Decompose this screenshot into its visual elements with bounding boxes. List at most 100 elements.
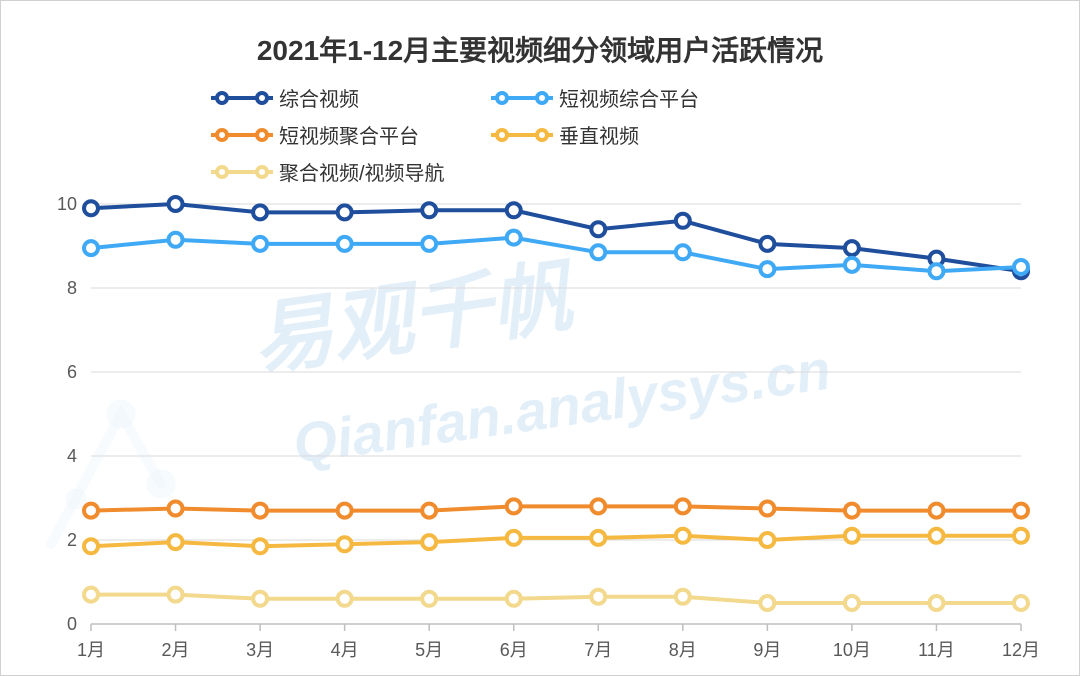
series-marker-2: [591, 499, 605, 513]
series-marker-0: [591, 222, 605, 236]
series-marker-3: [845, 529, 859, 543]
series-marker-3: [760, 533, 774, 547]
series-marker-4: [507, 592, 521, 606]
x-tick-label: 3月: [246, 640, 274, 660]
x-tick-label: 4月: [331, 640, 359, 660]
legend-marker-icon: [491, 87, 553, 109]
series-marker-0: [507, 203, 521, 217]
chart-title: 2021年1-12月主要视频细分领域用户活跃情况: [31, 29, 1049, 69]
series-marker-2: [676, 499, 690, 513]
series-marker-0: [676, 214, 690, 228]
series-line-4: [91, 595, 1021, 603]
series-marker-3: [929, 529, 943, 543]
legend-marker-icon: [211, 161, 273, 183]
legend-marker-icon: [491, 124, 553, 146]
series-marker-3: [1014, 529, 1028, 543]
x-tick-label: 11月: [918, 640, 955, 660]
x-tick-label: 9月: [753, 640, 781, 660]
plot-svg: 0 2 4 6 8 10 1月 2月 3月 4月 5月 6月 7月 8月 9月 10月 11月 12月: [31, 194, 1051, 674]
series-marker-1: [507, 231, 521, 245]
series-marker-0: [169, 197, 183, 211]
series-marker-2: [253, 504, 267, 518]
chart-container: 2021年1-12月主要视频细分领域用户活跃情况 综合视频 短视频综合平台短视频聚…: [0, 0, 1080, 676]
legend-item-4: 聚合视频/视频导航: [211, 157, 491, 186]
series-marker-4: [84, 588, 98, 602]
x-tick-label: 5月: [415, 640, 443, 660]
series-marker-1: [929, 264, 943, 278]
legend-label: 聚合视频/视频导航: [279, 157, 445, 186]
series-marker-4: [253, 592, 267, 606]
series-marker-3: [591, 531, 605, 545]
series-marker-2: [338, 504, 352, 518]
series-marker-4: [760, 596, 774, 610]
series-marker-0: [338, 205, 352, 219]
series-marker-4: [676, 590, 690, 604]
series-marker-2: [845, 504, 859, 518]
series-marker-0: [84, 201, 98, 215]
series-marker-1: [253, 237, 267, 251]
x-tick-label: 6月: [500, 640, 528, 660]
series-marker-0: [253, 205, 267, 219]
plot-area: 易观千帆 Qianfan.analysys.cn 02468101月2月3月4月…: [31, 194, 1049, 674]
series-line-1: [91, 238, 1021, 272]
x-tick-label: 8月: [669, 640, 697, 660]
series-marker-2: [760, 502, 774, 516]
series-marker-2: [169, 502, 183, 516]
series-marker-4: [929, 596, 943, 610]
series-marker-4: [591, 590, 605, 604]
series-marker-2: [84, 504, 98, 518]
series-marker-3: [676, 529, 690, 543]
series-marker-3: [84, 539, 98, 553]
y-tick-label: 4: [67, 446, 77, 466]
y-tick-label: 2: [67, 530, 77, 550]
y-tick-label: 10: [57, 194, 77, 214]
series-marker-2: [1014, 504, 1028, 518]
series-marker-2: [929, 504, 943, 518]
x-tick-label: 1月: [77, 640, 105, 660]
series-marker-3: [507, 531, 521, 545]
y-tick-label: 0: [67, 614, 77, 634]
series-marker-3: [253, 539, 267, 553]
series-marker-2: [507, 499, 521, 513]
legend-marker-icon: [211, 124, 273, 146]
series-marker-1: [1014, 260, 1028, 274]
series-marker-3: [422, 535, 436, 549]
series-line-0: [91, 204, 1021, 271]
series-marker-1: [760, 262, 774, 276]
series-marker-0: [845, 241, 859, 255]
series-marker-1: [84, 241, 98, 255]
x-tick-label: 12月: [1002, 640, 1040, 660]
legend: 综合视频 短视频综合平台短视频聚合平台 垂直视频聚合视频/视频导航: [31, 83, 1049, 186]
legend-item-0: 综合视频: [211, 83, 491, 112]
series-marker-2: [422, 504, 436, 518]
series-marker-1: [845, 258, 859, 272]
x-tick-label: 10月: [833, 640, 871, 660]
series-marker-3: [338, 537, 352, 551]
series-marker-1: [591, 245, 605, 259]
legend-item-2: 短视频聚合平台: [211, 120, 491, 149]
x-tick-label: 2月: [162, 640, 190, 660]
series-marker-4: [169, 588, 183, 602]
series-marker-4: [845, 596, 859, 610]
series-marker-1: [169, 233, 183, 247]
x-tick-label: 7月: [584, 640, 612, 660]
legend-item-3: 垂直视频: [491, 120, 771, 149]
series-marker-1: [338, 237, 352, 251]
series-line-3: [91, 536, 1021, 547]
series-marker-0: [422, 203, 436, 217]
legend-label: 短视频聚合平台: [279, 120, 419, 149]
series-marker-4: [338, 592, 352, 606]
series-marker-1: [422, 237, 436, 251]
legend-label: 综合视频: [279, 83, 359, 112]
legend-label: 垂直视频: [559, 120, 639, 149]
series-marker-4: [1014, 596, 1028, 610]
series-line-2: [91, 506, 1021, 510]
series-marker-0: [760, 237, 774, 251]
y-tick-label: 6: [67, 362, 77, 382]
series-marker-3: [169, 535, 183, 549]
series-marker-4: [422, 592, 436, 606]
legend-label: 短视频综合平台: [559, 83, 699, 112]
legend-item-1: 短视频综合平台: [491, 83, 771, 112]
series-marker-1: [676, 245, 690, 259]
y-tick-label: 8: [67, 278, 77, 298]
